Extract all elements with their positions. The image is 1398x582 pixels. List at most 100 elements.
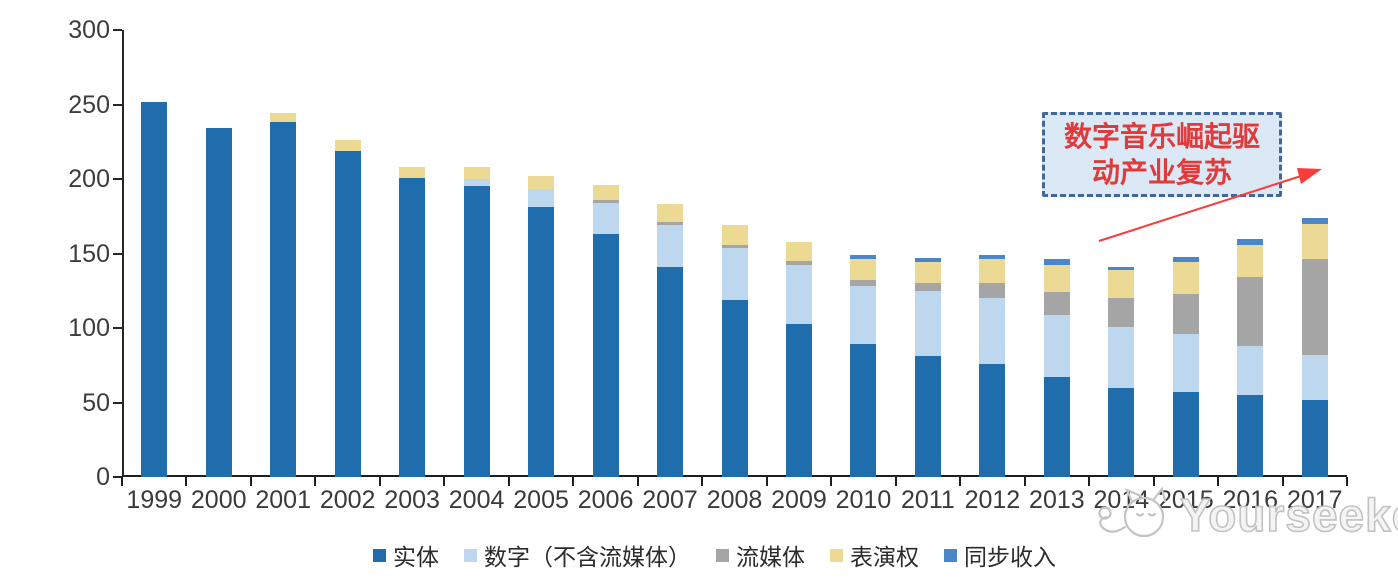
legend-label-physical: 实体: [393, 545, 439, 571]
bar-segment-performance-rights-2008: [721, 225, 748, 245]
bar-2001: [270, 113, 297, 477]
bar-segment-physical-2001: [270, 122, 297, 477]
bar-segment-digital-excl-streaming-2016: [1237, 345, 1264, 396]
bar-segment-physical-2010: [850, 344, 877, 477]
x-axis-tick: [1281, 477, 1284, 486]
bar-segment-performance-rights-2010: [850, 259, 877, 281]
y-axis-tick: [113, 401, 122, 404]
y-axis-tick: [113, 476, 122, 478]
bar-segment-streaming-2017: [1301, 259, 1328, 355]
bar-segment-streaming-2016: [1237, 277, 1264, 346]
legend-label-performance-rights: 表演权: [850, 545, 919, 571]
bar-segment-physical-2005: [528, 207, 555, 477]
bar-segment-physical-2011: [914, 356, 941, 477]
x-axis-tick: [765, 477, 768, 486]
x-axis-label: 2015: [1158, 486, 1214, 514]
x-axis-label: 2014: [1093, 486, 1150, 514]
x-axis-label: 2011: [901, 486, 955, 514]
x-axis-label: 2001: [255, 486, 311, 514]
annotation-text-line1: 数字音乐崛起驱: [1063, 119, 1260, 153]
bar-2005: [528, 176, 555, 477]
x-axis-tick: [1088, 477, 1091, 486]
bar-segment-digital-excl-streaming-2009: [785, 265, 812, 324]
x-axis-label: 2012: [964, 486, 1021, 514]
bar-2004: [463, 167, 490, 477]
bar-segment-physical-2017: [1301, 399, 1328, 477]
bar-2002: [334, 140, 361, 477]
bar-segment-performance-rights-2007: [657, 204, 684, 223]
x-axis-label: 2007: [642, 486, 698, 514]
bar-segment-digital-excl-streaming-2012: [979, 298, 1006, 364]
bar-segment-physical-2000: [205, 128, 232, 477]
bar-segment-digital-excl-streaming-2006: [592, 202, 619, 235]
bar-segment-sync-revenue-2014: [1108, 266, 1135, 270]
bar-segment-sync-revenue-2010: [850, 255, 877, 260]
bar-segment-performance-rights-2014: [1108, 269, 1135, 299]
bar-segment-performance-rights-2017: [1301, 223, 1328, 260]
bar-2013: [1043, 259, 1070, 477]
x-axis-tick: [314, 477, 317, 486]
x-axis-label: 2004: [448, 486, 505, 514]
bar-segment-streaming-2010: [850, 280, 877, 287]
bar-2012: [979, 255, 1006, 477]
x-axis-tick: [894, 477, 897, 486]
bar-2016: [1237, 238, 1264, 477]
bar-segment-sync-revenue-2015: [1172, 256, 1199, 263]
bar-segment-physical-2006: [592, 234, 619, 477]
bar-segment-streaming-2011: [914, 283, 941, 291]
x-axis-tick: [572, 477, 575, 486]
x-axis-tick: [1346, 477, 1348, 486]
x-axis-tick: [1152, 477, 1155, 486]
bar-2006: [592, 184, 619, 477]
legend-swatch-physical: [373, 548, 386, 562]
bar-2000: [205, 128, 232, 477]
legend-item-performance-rights: 表演权: [830, 538, 919, 572]
legend-swatch-performance-rights: [830, 548, 843, 562]
watermark-cat-logo-icon: [1098, 486, 1167, 538]
y-axis-tick-label: 100: [68, 314, 110, 342]
bar-segment-physical-2009: [785, 323, 812, 477]
bar-segment-performance-rights-2002: [334, 140, 361, 151]
bar-segment-digital-excl-streaming-2005: [528, 189, 555, 208]
x-axis-tick: [636, 477, 639, 486]
bar-2010: [850, 255, 877, 477]
bar-segment-streaming-2013: [1043, 292, 1070, 315]
bar-segment-physical-2007: [657, 266, 684, 477]
x-axis-tick: [959, 477, 962, 486]
bar-2007: [657, 204, 684, 477]
bar-segment-streaming-2007: [657, 222, 684, 226]
x-axis-tick: [378, 477, 381, 486]
bar-segment-digital-excl-streaming-2007: [657, 225, 684, 267]
bar-2011: [914, 257, 941, 477]
x-axis-label: 2013: [1029, 486, 1085, 514]
bar-segment-physical-2014: [1108, 387, 1135, 477]
y-axis-tick: [113, 103, 122, 106]
x-axis-label: 2009: [771, 486, 827, 514]
x-axis-tick: [121, 477, 123, 486]
bar-segment-streaming-2008: [721, 244, 748, 248]
bar-segment-digital-excl-streaming-2010: [850, 286, 877, 345]
x-axis-label: 2010: [835, 486, 892, 514]
x-axis-label: 2000: [190, 486, 247, 514]
bar-segment-performance-rights-2001: [270, 113, 297, 123]
x-axis-label: 2006: [577, 486, 634, 514]
bar-segment-physical-2016: [1237, 395, 1264, 477]
y-axis-tick: [113, 178, 122, 180]
bar-segment-physical-1999: [141, 101, 168, 477]
legend-item-sync-revenue: 同步收入: [944, 538, 1056, 572]
bar-1999: [141, 101, 168, 477]
y-axis-tick: [113, 29, 122, 31]
bar-segment-physical-2004: [463, 186, 490, 477]
watermark-label: Yourseeker: [1179, 488, 1398, 542]
bar-segment-physical-2008: [721, 299, 748, 477]
x-axis-label: 2017: [1286, 486, 1343, 514]
bar-segment-performance-rights-2012: [979, 259, 1006, 284]
annotation-text-line2: 动产业复苏: [1091, 155, 1232, 189]
bar-segment-digital-excl-streaming-2004: [463, 179, 490, 187]
bar-segment-streaming-2014: [1108, 298, 1135, 327]
bar-segment-performance-rights-2013: [1043, 265, 1070, 293]
y-axis-tick-label: 300: [68, 16, 110, 44]
x-axis-label: 2002: [319, 486, 376, 514]
x-axis-tick: [507, 477, 510, 486]
bar-segment-digital-excl-streaming-2017: [1301, 354, 1328, 400]
